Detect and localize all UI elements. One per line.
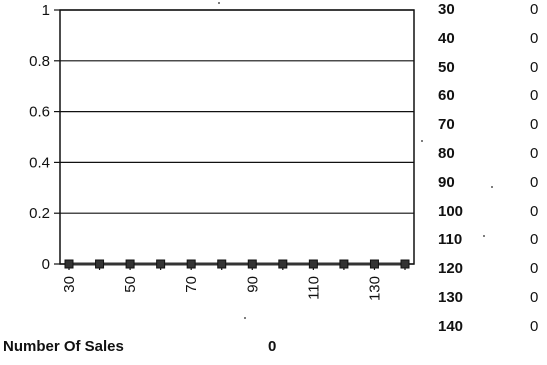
data-point-marker [400,259,410,269]
table-row-key: 140 [438,317,464,335]
x-tick-label: 50 [122,276,139,293]
table-row-value: 0 [530,231,539,249]
data-point-marker [339,259,349,269]
table-row-key: 130 [438,289,464,306]
table-row-key: 120 [438,260,464,278]
table-row-value: 0 [530,29,539,47]
table-row-value: 0 [530,260,539,278]
y-tick-label: 0.4 [29,154,50,171]
data-point-marker [308,259,318,269]
y-tick-label: 0.2 [29,205,50,222]
table-row-value: 0 [530,116,539,134]
table-row-key: 110 [438,231,463,249]
table-row-value: 0 [530,173,539,191]
table-row-key: 40 [438,29,455,47]
data-point-marker [369,259,379,269]
table-row-key: 70 [438,116,455,134]
data-point-marker [186,259,196,269]
line-chart: 0 0.2 0.4 0.6 0.8 1 30 50 70 90 110 130 [29,2,415,301]
data-point-marker [156,259,166,269]
x-tick-label: 30 [61,276,78,293]
data-point-marker [64,259,74,269]
x-tick-label: 90 [244,276,261,293]
table-row-value: 0 [530,289,539,306]
x-tick-label: 130 [366,276,383,301]
x-tick-label: 70 [183,276,200,293]
footer-value: 0 [268,338,277,355]
table-row-value: 0 [530,87,539,105]
table-row-key: 30 [438,1,455,18]
x-tick-label: 110 [305,276,322,300]
table-row-key: 50 [438,58,455,76]
footer-label: Number Of Sales [3,338,124,355]
gridlines [60,9,414,265]
scan-speck [218,2,220,4]
table-row-key: 100 [438,202,464,220]
table-row-value: 0 [530,317,539,335]
table-row-value: 0 [530,58,539,76]
y-tick-label: 0 [42,256,50,273]
scan-speck [483,235,485,237]
y-axis-ticks: 0 0.2 0.4 0.6 0.8 1 [29,2,60,273]
data-point-marker [125,259,135,269]
table-row-key: 60 [438,87,455,105]
plot-area-frame [59,9,415,265]
scan-speck [491,186,493,188]
series-layer [64,259,410,269]
scan-speck [244,317,246,319]
scan-speck [421,140,423,142]
table-row-key: 90 [438,173,455,191]
x-axis-ticks: 30 50 70 90 110 130 [61,264,406,301]
data-point-marker [247,259,257,269]
table-row-value: 0 [530,1,539,18]
data-point-marker [217,259,227,269]
table-row-value: 0 [530,202,539,220]
y-tick-label: 0.6 [29,104,50,121]
y-tick-label: 1 [42,2,50,19]
table-row-key: 80 [438,145,455,162]
table-row-value: 0 [530,145,539,162]
data-point-marker [278,259,288,269]
data-point-marker [95,259,105,269]
y-tick-label: 0.8 [29,53,50,70]
